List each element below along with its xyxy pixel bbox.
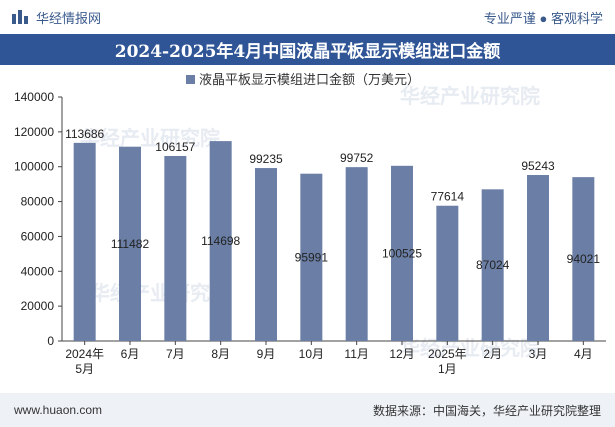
category-label: 12月 xyxy=(389,347,414,361)
top-bar: 华经情报网 专业严谨 ● 客观科学 xyxy=(0,0,615,34)
data-label: 111482 xyxy=(111,237,150,251)
y-tick-label: 140000 xyxy=(14,90,54,104)
category-label: 8月 xyxy=(211,347,230,361)
bar xyxy=(209,141,232,341)
data-label: 113686 xyxy=(65,127,104,141)
data-label: 87024 xyxy=(476,258,510,272)
watermark-text: 华经产业研究院 xyxy=(90,281,230,305)
data-label: 77614 xyxy=(431,190,465,204)
tagline: 专业严谨 ● 客观科学 xyxy=(483,10,603,26)
y-tick-label: 100000 xyxy=(14,160,54,174)
data-label: 100525 xyxy=(382,246,422,260)
watermark-text: 华经产业研究院 xyxy=(400,84,540,108)
chart-title: 2024-2025年4月中国液晶平板显示模组进口金额 xyxy=(114,42,501,62)
legend-swatch xyxy=(186,75,195,84)
y-tick-label: 40000 xyxy=(21,264,55,278)
category-label: 2月 xyxy=(483,347,502,361)
category-label: 1月 xyxy=(438,362,457,376)
watermark-text: 华经产业研究院 xyxy=(80,126,220,150)
data-label: 106157 xyxy=(155,140,195,154)
brand[interactable]: 华经情报网 xyxy=(12,8,101,27)
bar xyxy=(391,165,413,341)
y-tick-label: 0 xyxy=(47,334,54,348)
category-label: 5月 xyxy=(75,362,94,376)
bar xyxy=(436,205,459,341)
footer-source: 数据来源：中国海关，华经产业研究院整理 xyxy=(372,403,601,418)
bar xyxy=(119,146,141,341)
bar xyxy=(300,173,323,341)
brand-logo-icon xyxy=(12,10,28,24)
chart-title-bar: 2024-2025年4月中国液晶平板显示模组进口金额 xyxy=(0,34,615,65)
y-tick-label: 60000 xyxy=(21,229,55,243)
brand-name: 华经情报网 xyxy=(36,10,102,26)
data-label: 95991 xyxy=(295,250,329,264)
data-label: 94021 xyxy=(567,252,601,266)
category-label: 6月 xyxy=(121,347,140,361)
data-label: 99235 xyxy=(249,152,283,166)
bar xyxy=(255,168,277,341)
bar xyxy=(572,177,595,341)
bar-chart: 华经产业研究院华经产业研究院华经产业研究院华经产业研究院液晶平板显示模组进口金额… xyxy=(14,72,606,376)
category-label: 7月 xyxy=(166,347,185,361)
data-label: 114698 xyxy=(201,234,240,248)
category-label: 2024年 xyxy=(65,347,104,361)
category-label: 11月 xyxy=(344,347,368,361)
footer-website[interactable]: www.huaon.com xyxy=(14,403,103,417)
category-label: 9月 xyxy=(257,347,276,361)
watermark-text: 华经产业研究院 xyxy=(400,336,540,360)
bar xyxy=(481,189,504,341)
bar xyxy=(345,167,368,341)
bar xyxy=(73,142,96,341)
legend-label: 液晶平板显示模组进口金额（万美元） xyxy=(199,72,420,87)
footer: www.huaon.com 数据来源：中国海关，华经产业研究院整理 xyxy=(0,393,615,427)
data-label: 99752 xyxy=(340,151,374,165)
category-label: 2025年 xyxy=(428,347,467,361)
category-label: 3月 xyxy=(529,347,548,361)
y-tick-label: 80000 xyxy=(21,195,55,209)
category-label: 10月 xyxy=(299,347,324,361)
bar xyxy=(527,175,549,341)
y-tick-label: 120000 xyxy=(14,125,54,139)
bar xyxy=(164,155,187,341)
y-tick-label: 20000 xyxy=(21,299,55,313)
category-label: 4月 xyxy=(574,347,593,361)
data-label: 95243 xyxy=(521,159,555,173)
